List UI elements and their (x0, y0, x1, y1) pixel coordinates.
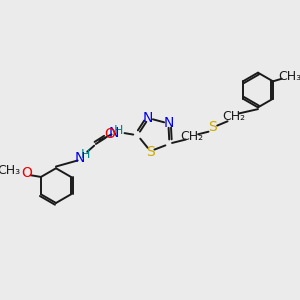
Text: O: O (104, 127, 115, 141)
Text: S: S (146, 145, 155, 159)
Text: CH₃: CH₃ (278, 70, 300, 83)
Text: H: H (81, 148, 90, 161)
Text: CH₂: CH₂ (222, 110, 245, 123)
Text: S: S (208, 120, 217, 134)
Text: N: N (75, 151, 86, 165)
Text: O: O (22, 166, 32, 180)
Text: CH₃: CH₃ (0, 164, 20, 177)
Text: CH₂: CH₂ (180, 130, 204, 142)
Text: N: N (109, 126, 119, 140)
Text: N: N (142, 111, 153, 125)
Text: N: N (164, 116, 174, 130)
Text: H: H (114, 124, 123, 137)
